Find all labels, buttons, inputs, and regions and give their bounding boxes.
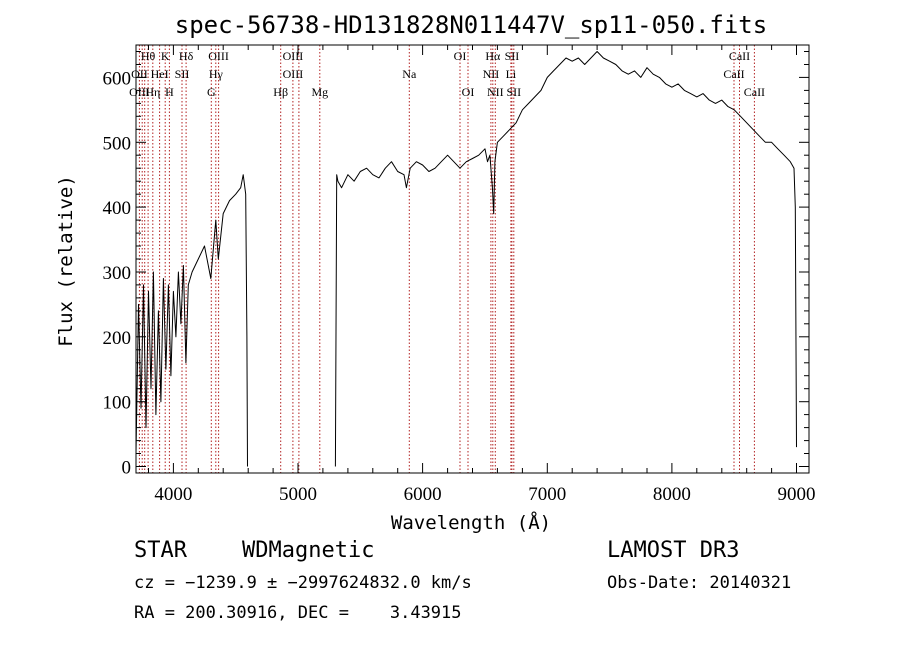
y-tick-label: 0 xyxy=(122,458,132,479)
x-axis: 4000 5000 6000 7000 8000 9000 xyxy=(148,45,816,505)
line-label: HeI xyxy=(151,67,169,81)
chart-title: spec-56738-HD131828N011447V_sp11-050.fit… xyxy=(175,11,767,39)
survey-name: LAMOST DR3 xyxy=(607,538,740,563)
line-label: NII xyxy=(483,67,500,81)
redshift-value: cz = −1239.9 ± −2997624832.0 km/s xyxy=(134,573,472,593)
x-axis-label: Wavelength (Å) xyxy=(391,511,551,534)
y-tick-label: 100 xyxy=(103,393,132,414)
y-axis: 0 100 200 300 400 500 600 xyxy=(103,51,809,479)
line-label: Hη xyxy=(145,85,160,99)
line-label: Hδ xyxy=(179,49,194,63)
x-tick-label: 7000 xyxy=(528,484,566,505)
y-axis-label: Flux (relative) xyxy=(55,175,77,347)
x-tick-label: 9000 xyxy=(778,484,816,505)
spectrum-series xyxy=(135,51,797,467)
line-label: Hγ xyxy=(209,67,224,81)
line-label: K xyxy=(161,49,170,63)
line-label: H xyxy=(165,85,174,99)
line-label: Hβ xyxy=(273,85,288,99)
line-label: SII xyxy=(506,85,521,99)
line-label: OIII xyxy=(208,49,229,63)
line-label: CaII xyxy=(729,49,750,63)
line-label: Hα xyxy=(485,49,501,63)
y-tick-label: 600 xyxy=(103,68,132,89)
line-label: NII xyxy=(487,85,504,99)
line-label: OI xyxy=(462,85,475,99)
line-label: G xyxy=(207,85,216,99)
x-tick-label: 4000 xyxy=(154,484,192,505)
y-tick-label: 200 xyxy=(103,328,132,349)
line-label: SII xyxy=(505,49,520,63)
x-tick-label: 6000 xyxy=(404,484,442,505)
line-label: CaII xyxy=(744,85,765,99)
object-type: STAR xyxy=(134,538,187,563)
y-tick-label: 400 xyxy=(103,198,132,219)
line-label: OIII xyxy=(129,85,150,99)
line-label: Hθ xyxy=(141,49,156,63)
spectrum-line xyxy=(334,51,797,467)
spectrum-line xyxy=(135,174,248,467)
line-label: Mg xyxy=(311,85,328,99)
line-label: OIII xyxy=(283,49,304,63)
coordinates: RA = 200.30916, DEC = 3.43915 xyxy=(134,603,462,623)
y-tick-label: 500 xyxy=(103,133,132,154)
line-label: CaII xyxy=(723,67,744,81)
line-label: Li xyxy=(506,67,517,81)
x-tick-label: 5000 xyxy=(279,484,317,505)
obs-date: Obs-Date: 20140321 xyxy=(607,573,792,593)
line-label: OI xyxy=(454,49,467,63)
spectral-line-markers xyxy=(138,45,755,473)
line-label: OIII xyxy=(283,67,304,81)
line-label: SII xyxy=(175,67,190,81)
y-tick-label: 300 xyxy=(103,263,132,284)
line-label: Na xyxy=(402,67,417,81)
line-label: OII xyxy=(131,67,148,81)
plot-frame xyxy=(135,44,810,474)
object-subclass: WDMagnetic xyxy=(242,538,375,563)
x-tick-label: 8000 xyxy=(653,484,691,505)
